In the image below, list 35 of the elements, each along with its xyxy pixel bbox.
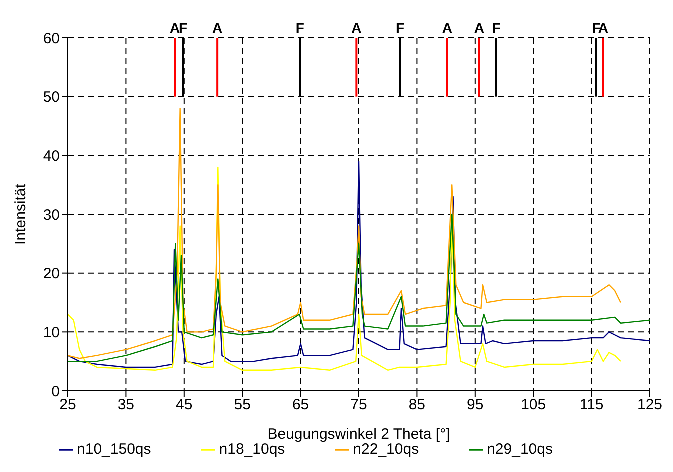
x-axis-title: Beugungswinkel 2 Theta [°] <box>268 426 450 443</box>
legend-label: n22_10qs <box>353 441 420 458</box>
y-tick-label: 30 <box>43 206 60 224</box>
y-tick-label: 50 <box>43 89 60 106</box>
y-tick-label: 10 <box>43 324 60 342</box>
ref-line-label: F <box>492 20 502 36</box>
legend-label: n29_10qs <box>487 441 553 458</box>
y-tick-label: 60 <box>43 30 60 48</box>
line-series <box>68 108 622 360</box>
ref-line-label: A <box>212 20 223 36</box>
x-tick-label: 85 <box>408 396 426 414</box>
legend-label: n10_150qs <box>77 441 152 458</box>
y-axis-title: Intensität <box>12 183 30 245</box>
x-tick-label: 95 <box>467 396 484 414</box>
ref-line-label: A <box>170 20 180 36</box>
x-tick-label: 125 <box>637 396 663 414</box>
ref-line-label: F <box>296 20 305 36</box>
y-tick-label: 40 <box>43 148 60 165</box>
x-tick-label: 25 <box>60 396 76 414</box>
x-tick-label: 35 <box>118 396 135 414</box>
x-tick-label: 75 <box>350 396 368 414</box>
line-series <box>68 214 650 362</box>
ref-line-label: F <box>396 20 406 36</box>
ref-line-label: F <box>178 20 188 36</box>
x-tick-label: 55 <box>234 396 251 414</box>
ref-line-label: A <box>474 20 485 36</box>
x-tick-label: 105 <box>521 396 546 414</box>
y-tick-label: 0 <box>52 383 60 400</box>
legend-label: n18_10qs <box>219 441 286 458</box>
ref-line-label: A <box>352 20 362 36</box>
x-tick-label: 45 <box>176 396 193 414</box>
ref-line-label: A <box>442 20 453 36</box>
x-tick-label: 115 <box>580 396 604 414</box>
x-tick-label: 65 <box>292 396 310 414</box>
y-tick-label: 20 <box>43 266 60 283</box>
